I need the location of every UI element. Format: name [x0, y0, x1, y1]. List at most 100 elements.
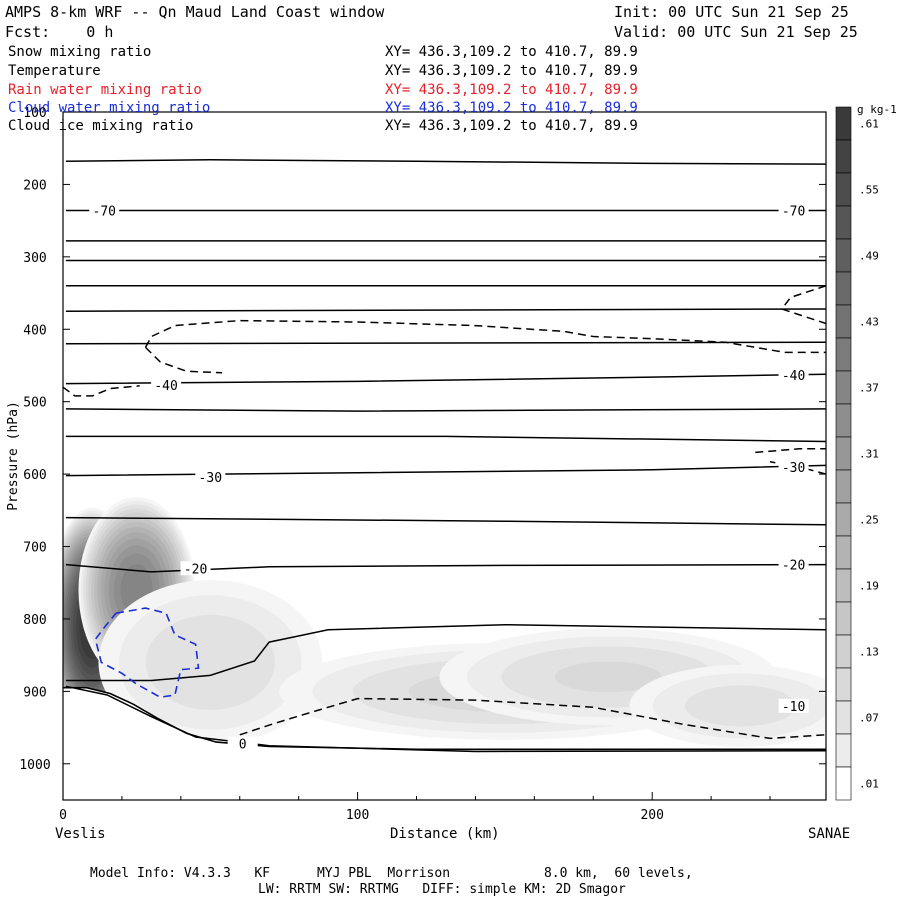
field-rain-name: Rain water mixing ratio — [8, 82, 202, 98]
colorbar-cell-16 — [835, 634, 852, 669]
field-snow-name: Snow mixing ratio — [8, 44, 152, 60]
y-tick-label-400: 400 — [23, 323, 46, 338]
y-axis: 100 200 300 400 500 600 700 800 900 1000 Pressure … — [6, 106, 826, 773]
y-axis-title: Pressure (hPa) — [6, 401, 21, 511]
colorbar-cell-5 — [835, 271, 852, 306]
colorbar-label-4: .25 — [859, 514, 879, 527]
y-tick-label-300: 300 — [23, 251, 46, 266]
right-contour-label-1: -30 — [782, 461, 805, 476]
y-tick-label-900: 900 — [23, 685, 46, 700]
snow-level-5-2 — [685, 685, 797, 727]
x-axis-title: Distance (km) — [390, 826, 500, 842]
header-valid: Valid: 00 UTC Sun 21 Sep 25 — [614, 23, 858, 41]
colorbar-cell-13 — [835, 535, 852, 570]
contour-label-bg-1-0 — [89, 203, 120, 218]
snow-level-4-3 — [554, 661, 662, 693]
colorbar-cell-4 — [835, 238, 852, 273]
isotherm-9 — [65, 435, 826, 443]
contour-label-12-0: -20 — [184, 562, 207, 577]
contour-label-bg-7-0 — [151, 378, 182, 393]
contour-label-bg-14-0 — [227, 736, 258, 751]
isotherm-0 — [65, 159, 826, 165]
right-label-bg-1 — [778, 459, 809, 474]
header-fcst: Fcst: 0 h — [5, 23, 114, 41]
isotherm-7 — [65, 373, 826, 385]
field-cloudwater-xy: XY= 436.3,109.2 to 410.7, 89.9 — [385, 100, 638, 116]
isotherm-5 — [65, 308, 826, 312]
terrain-line — [63, 686, 826, 751]
field-cloudice-xy: XY= 436.3,109.2 to 410.7, 89.9 — [385, 118, 638, 134]
y-tick-label-700: 700 — [23, 541, 46, 556]
field-rain-xy: XY= 436.3,109.2 to 410.7, 89.9 — [385, 82, 638, 98]
contour-label-bg-10-0 — [195, 470, 226, 485]
colorbar-label-2: .13 — [859, 646, 879, 659]
colorbar-cell-19 — [835, 733, 852, 768]
dashed-contour-3 — [780, 285, 826, 325]
colorbar-cell-0 — [835, 106, 852, 141]
footer-line2: LW: RRTM SW: RRTMG DIFF: simple KM: 2D S… — [258, 882, 626, 897]
contour-label-14-0: 0 — [239, 738, 247, 753]
snow-level-2-2 — [145, 614, 275, 710]
colorbar-cell-6 — [835, 304, 852, 339]
colorbar-label-3: .19 — [859, 580, 879, 593]
y-tick-label-200: 200 — [23, 178, 46, 193]
x-right-endpoint: SANAE — [808, 826, 851, 842]
colorbar-cell-3 — [835, 205, 852, 240]
plot-frame — [62, 111, 827, 801]
colorbar-cell-8 — [835, 370, 852, 405]
colorbar-label-7: .43 — [859, 316, 879, 329]
contour-label-7-0: -40 — [154, 379, 177, 394]
dashed-contour-0 — [144, 319, 826, 354]
footer-line1: Model Info: V4.3.3 KF MYJ PBL Morrison 8… — [90, 866, 693, 881]
isotherm-13 — [65, 623, 826, 682]
contour-label-bg-12-0 — [180, 561, 211, 576]
colorbar-cell-14 — [835, 568, 852, 603]
contour-label-12-1: -20 — [782, 559, 805, 574]
y-tick-label-600: 600 — [23, 468, 46, 483]
field-temperature-xy: XY= 436.3,109.2 to 410.7, 89.9 — [385, 63, 638, 79]
x-tick-label-100: 100 — [346, 808, 369, 823]
colorbar-cell-2 — [835, 172, 852, 207]
colorbar: .01 .07 .13 .19 .25 .31 .37 .43 .49 .55 .61 g kg-1 — [835, 103, 897, 801]
colorbar-cell-12 — [835, 502, 852, 537]
isotherm-12 — [65, 563, 826, 573]
contour-label-bg-1-1 — [778, 203, 809, 218]
colorbar-cell-18 — [835, 700, 852, 735]
y-tick-label-100: 100 — [23, 106, 46, 121]
contour-label-bg-12-1 — [778, 557, 809, 572]
colorbar-label-1: .07 — [859, 712, 879, 725]
colorbar-cell-20 — [835, 766, 852, 801]
colorbar-units: g kg-1 — [857, 103, 897, 116]
contour-label-7-1: -40 — [782, 369, 805, 384]
contour-label-10-0: -30 — [199, 471, 222, 486]
colorbar-cell-11 — [835, 469, 852, 504]
colorbar-label-0: .01 — [859, 778, 879, 791]
dashed-contour-4 — [755, 448, 826, 454]
colorbar-cell-15 — [835, 601, 852, 636]
x-axis: 0 100 200 — [59, 792, 771, 823]
isotherm-6 — [65, 341, 826, 345]
isotherm-8 — [65, 408, 826, 412]
x-tick-label-200: 200 — [640, 808, 663, 823]
colorbar-label-9: .55 — [859, 184, 879, 197]
colorbar-label-8: .49 — [859, 250, 879, 263]
isotherm-14 — [65, 685, 826, 753]
colorbar-label-6: .37 — [859, 382, 879, 395]
colorbar-cell-1 — [835, 139, 852, 174]
snow-shading — [63, 497, 826, 800]
x-left-endpoint: Veslis — [55, 826, 106, 842]
colorbar-cell-7 — [835, 337, 852, 372]
terrain-mask — [63, 687, 826, 800]
contour-label-bg-7-1 — [778, 367, 809, 382]
contour-labels: -70 -70 -40 -40 -30 -20 -20 0 -10 -30 — [89, 203, 809, 753]
temperature-contours — [63, 159, 826, 753]
field-snow-xy: XY= 436.3,109.2 to 410.7, 89.9 — [385, 44, 638, 60]
y-tick-label-1000: 1000 — [19, 758, 50, 773]
dashed-contour-6 — [239, 697, 826, 740]
colorbar-cell-9 — [835, 403, 852, 438]
right-label-bg-0 — [778, 698, 809, 713]
header-init: Init: 00 UTC Sun 21 Sep 25 — [614, 3, 849, 21]
dashed-contour-1 — [144, 346, 223, 374]
cloud-water-contour — [94, 607, 200, 699]
colorbar-cell-10 — [835, 436, 852, 471]
